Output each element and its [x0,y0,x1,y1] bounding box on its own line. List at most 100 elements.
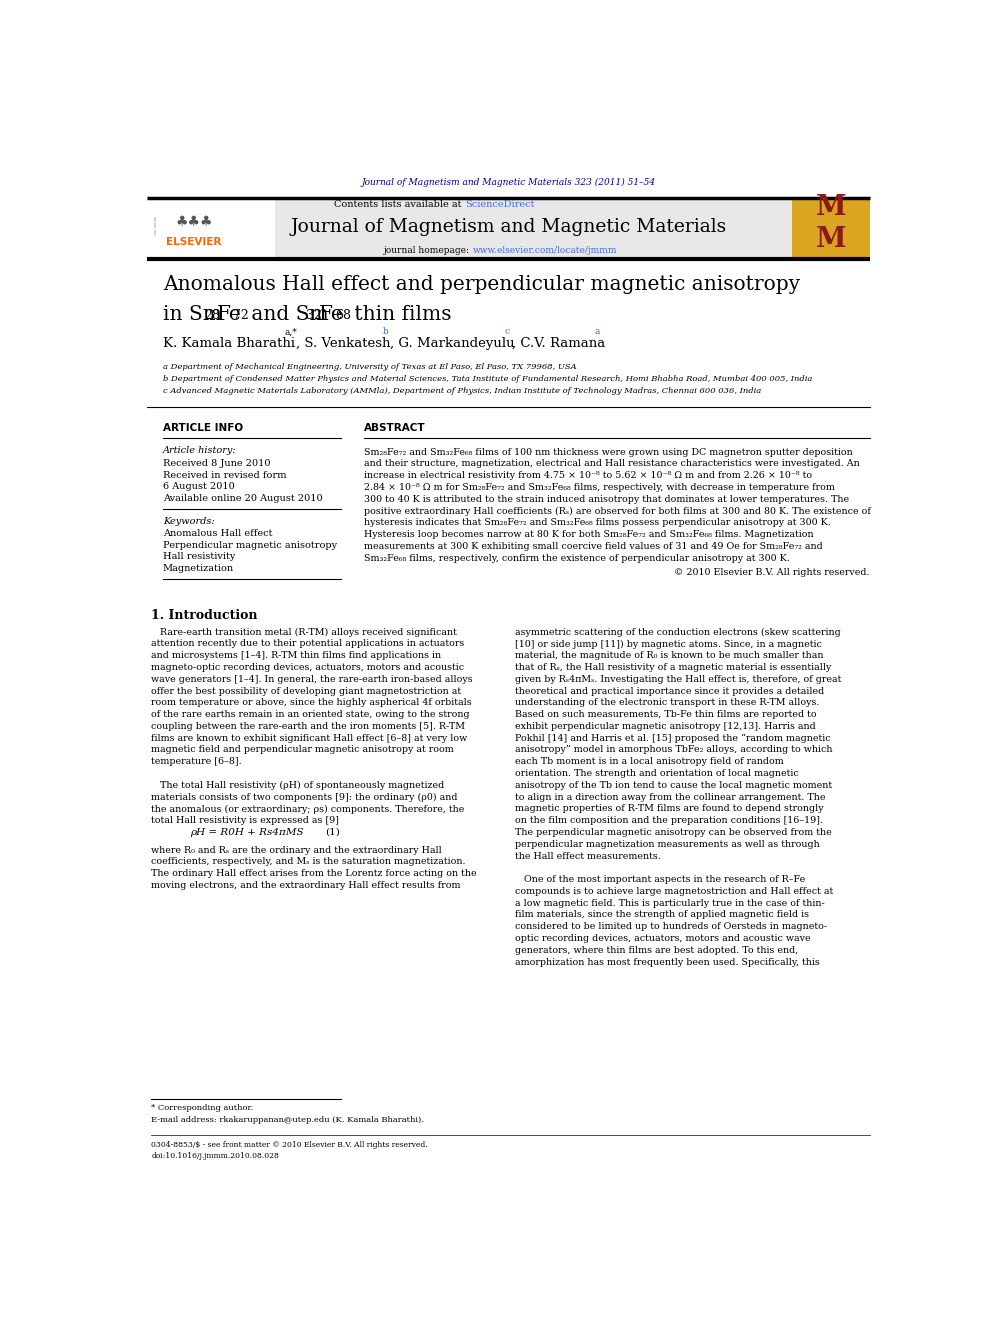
Text: doi:10.1016/j.jmmm.2010.08.028: doi:10.1016/j.jmmm.2010.08.028 [151,1152,279,1160]
Text: coefficients, respectively, and Mₛ is the saturation magnetization.: coefficients, respectively, and Mₛ is th… [151,857,465,867]
Text: ABSTRACT: ABSTRACT [364,423,426,433]
Text: Anomalous Hall effect and perpendicular magnetic anisotropy: Anomalous Hall effect and perpendicular … [163,275,800,294]
Text: hysteresis indicates that Sm₂₈Fe₇₂ and Sm₃₂Fe₆₈ films possess perpendicular anis: hysteresis indicates that Sm₂₈Fe₇₂ and S… [364,519,831,527]
Text: materials consists of two components [9]: the ordinary (ρ0) and: materials consists of two components [9]… [151,792,457,802]
Text: perpendicular magnetization measurements as well as through: perpendicular magnetization measurements… [516,840,820,849]
Text: total Hall resistivity is expressed as [9]: total Hall resistivity is expressed as [… [151,816,339,826]
Text: asymmetric scattering of the conduction electrons (skew scattering: asymmetric scattering of the conduction … [516,627,841,636]
Text: 300 to 40 K is attributed to the strain induced anisotropy that dominates at low: 300 to 40 K is attributed to the strain … [364,495,849,504]
Text: ScienceDirect: ScienceDirect [465,201,535,209]
Text: exhibit perpendicular magnetic anisotropy [12,13]. Harris and: exhibit perpendicular magnetic anisotrop… [516,722,816,730]
Text: considered to be limited up to hundreds of Oersteds in magneto-: considered to be limited up to hundreds … [516,922,827,931]
Text: moving electrons, and the extraordinary Hall effect results from: moving electrons, and the extraordinary … [151,881,460,890]
Text: M: M [815,226,846,253]
Text: Journal of Magnetism and Magnetic Materials 323 (2011) 51–54: Journal of Magnetism and Magnetic Materi… [361,179,656,187]
Text: a low magnetic field. This is particularly true in the case of thin-: a low magnetic field. This is particular… [516,898,825,908]
Text: anisotropy” model in amorphous TbFe₂ alloys, according to which: anisotropy” model in amorphous TbFe₂ all… [516,745,833,754]
Text: Anomalous Hall effect: Anomalous Hall effect [163,529,272,538]
Text: E-mail address: rkakaruppanan@utep.edu (K. Kamala Bharathi).: E-mail address: rkakaruppanan@utep.edu (… [151,1115,424,1123]
Text: magnetic properties of R-TM films are found to depend strongly: magnetic properties of R-TM films are fo… [516,804,824,814]
Text: www.elsevier.com/locate/jmmm: www.elsevier.com/locate/jmmm [473,246,617,255]
Text: Received 8 June 2010: Received 8 June 2010 [163,459,270,468]
Text: on the film composition and the preparation conditions [16–19].: on the film composition and the preparat… [516,816,823,826]
Text: ♣♣♣: ♣♣♣ [175,214,212,229]
Text: understanding of the electronic transport in these R-TM alloys.: understanding of the electronic transpor… [516,699,819,708]
Text: c Advanced Magnetic Materials Laboratory (AMMla), Department of Physics, Indian : c Advanced Magnetic Materials Laboratory… [163,388,761,396]
Text: , G. Markandeyulu: , G. Markandeyulu [390,336,515,349]
Text: 68: 68 [335,310,351,323]
Text: theoretical and practical importance since it provides a detailed: theoretical and practical importance sin… [516,687,824,696]
Text: Journal of Magnetism and Magnetic Materials: Journal of Magnetism and Magnetic Materi… [291,217,726,235]
Text: orientation. The strength and orientation of local magnetic: orientation. The strength and orientatio… [516,769,800,778]
Text: magnetic field and perpendicular magnetic anisotropy at room: magnetic field and perpendicular magneti… [151,745,454,754]
Text: wave generators [1–4]. In general, the rare-earth iron-based alloys: wave generators [1–4]. In general, the r… [151,675,473,684]
Text: Rare-earth transition metal (R-TM) alloys received significant: Rare-earth transition metal (R-TM) alloy… [151,627,457,636]
Text: films are known to exhibit significant Hall effect [6–8] at very low: films are known to exhibit significant H… [151,734,467,742]
Text: c: c [505,327,510,336]
Text: Perpendicular magnetic anisotropy: Perpendicular magnetic anisotropy [163,541,337,549]
Text: compounds is to achieve large magnetostriction and Hall effect at: compounds is to achieve large magnetostr… [516,886,833,896]
Text: optic recording devices, actuators, motors and acoustic wave: optic recording devices, actuators, moto… [516,934,811,943]
Text: given by Rₛ4πMₛ. Investigating the Hall effect is, therefore, of great: given by Rₛ4πMₛ. Investigating the Hall … [516,675,842,684]
Text: 0304-8853/$ - see front matter © 2010 Elsevier B.V. All rights reserved.: 0304-8853/$ - see front matter © 2010 El… [151,1142,428,1150]
Text: offer the best possibility of developing giant magnetostriction at: offer the best possibility of developing… [151,687,461,696]
Text: Received in revised form: Received in revised form [163,471,287,480]
Text: Hysteresis loop becomes narrow at 80 K for both Sm₂₈Fe₇₂ and Sm₃₂Fe₆₈ films. Mag: Hysteresis loop becomes narrow at 80 K f… [364,531,813,538]
Text: (1): (1) [325,828,340,837]
Text: * Corresponding author.: * Corresponding author. [151,1105,253,1113]
Text: that of Rₛ, the Hall resistivity of a magnetic material is essentially: that of Rₛ, the Hall resistivity of a ma… [516,663,831,672]
Text: Sm₂₈Fe₇₂ and Sm₃₂Fe₆₈ films of 100 nm thickness were grown using DC magnetron sp: Sm₂₈Fe₇₂ and Sm₃₂Fe₆₈ films of 100 nm th… [364,447,853,456]
Text: Based on such measurements, Tb-Fe thin films are reported to: Based on such measurements, Tb-Fe thin f… [516,710,817,720]
Text: b Department of Condensed Matter Physics and Material Sciences, Tata Institute o: b Department of Condensed Matter Physics… [163,376,812,384]
Text: to align in a direction away from the collinear arrangement. The: to align in a direction away from the co… [516,792,826,802]
Text: 1. Introduction: 1. Introduction [151,609,258,622]
Text: room temperature or above, since the highly aspherical 4f orbitals: room temperature or above, since the hig… [151,699,472,708]
Text: Pokhil [14] and Harris et al. [15] proposed the “random magnetic: Pokhil [14] and Harris et al. [15] propo… [516,734,831,744]
Text: thin films: thin films [347,306,451,324]
Text: positive extraordinary Hall coefficients (Rₛ) are observed for both films at 300: positive extraordinary Hall coefficients… [364,507,871,516]
Text: , S. Venkatesh: , S. Venkatesh [296,336,390,349]
Text: coupling between the rare-earth and the iron moments [5]. R-TM: coupling between the rare-earth and the … [151,722,465,730]
Text: The ordinary Hall effect arises from the Lorentz force acting on the: The ordinary Hall effect arises from the… [151,869,477,878]
Text: 6 August 2010: 6 August 2010 [163,482,234,491]
Text: © 2010 Elsevier B.V. All rights reserved.: © 2010 Elsevier B.V. All rights reserved… [674,569,870,577]
Text: each Tb moment is in a local anisotropy field of random: each Tb moment is in a local anisotropy … [516,757,784,766]
Text: amorphization has most frequently been used. Specifically, this: amorphization has most frequently been u… [516,958,820,967]
Text: M: M [815,193,846,221]
Text: Magnetization: Magnetization [163,564,234,573]
Text: in Sm: in Sm [163,306,222,324]
Text: 28: 28 [204,310,220,323]
Text: One of the most important aspects in the research of R–Fe: One of the most important aspects in the… [516,875,806,884]
Text: Contents lists available at: Contents lists available at [334,201,465,209]
Text: Hall resistivity: Hall resistivity [163,552,235,561]
Text: anisotropy of the Tb ion tend to cause the local magnetic moment: anisotropy of the Tb ion tend to cause t… [516,781,832,790]
Text: journal homepage:: journal homepage: [384,246,473,255]
Text: Available online 20 August 2010: Available online 20 August 2010 [163,493,322,503]
Text: and microsystems [1–4]. R-TM thin films find applications in: and microsystems [1–4]. R-TM thin films … [151,651,441,660]
Text: increase in electrical resistivity from 4.75 × 10⁻⁸ to 5.62 × 10⁻⁸ Ω m and from : increase in electrical resistivity from … [364,471,812,480]
Text: Keywords:: Keywords: [163,517,214,525]
Text: Sm₃₂Fe₆₈ films, respectively, confirm the existence of perpendicular anisotropy : Sm₃₂Fe₆₈ films, respectively, confirm th… [364,553,790,562]
Text: a Department of Mechanical Engineering, University of Texas at El Paso, El Paso,: a Department of Mechanical Engineering, … [163,363,576,370]
Bar [792,200,870,257]
Text: the anomalous (or extraordinary; ρs) components. Therefore, the: the anomalous (or extraordinary; ρs) com… [151,804,464,814]
Text: where R₀ and Rₛ are the ordinary and the extraordinary Hall: where R₀ and Rₛ are the ordinary and the… [151,845,441,855]
Text: a: a [595,327,600,336]
Text: material, the magnitude of R₀ is known to be much smaller than: material, the magnitude of R₀ is known t… [516,651,824,660]
Text: of the rare earths remain in an oriented state, owing to the strong: of the rare earths remain in an oriented… [151,710,470,720]
Text: The total Hall resistivity (ρH) of spontaneously magnetized: The total Hall resistivity (ρH) of spont… [151,781,444,790]
Text: temperature [6–8].: temperature [6–8]. [151,757,242,766]
Text: 72: 72 [233,310,249,323]
Text: The perpendicular magnetic anisotropy can be observed from the: The perpendicular magnetic anisotropy ca… [516,828,832,837]
Text: attention recently due to their potential applications in actuators: attention recently due to their potentia… [151,639,464,648]
Text: Article history:: Article history: [163,446,236,455]
Text: generators, where thin films are best adopted. To this end,: generators, where thin films are best ad… [516,946,799,955]
Text: the Hall effect measurements.: the Hall effect measurements. [516,852,661,860]
Text: film materials, since the strength of applied magnetic field is: film materials, since the strength of ap… [516,910,809,919]
Bar [147,200,823,257]
Text: Fe: Fe [318,306,343,324]
Text: magneto-optic recording devices, actuators, motors and acoustic: magneto-optic recording devices, actuato… [151,663,464,672]
Text: ρH = R0H + Rs4πMS: ρH = R0H + Rs4πMS [189,828,304,837]
Text: 32: 32 [307,310,322,323]
Text: K. Kamala Bharathi: K. Kamala Bharathi [163,336,295,349]
